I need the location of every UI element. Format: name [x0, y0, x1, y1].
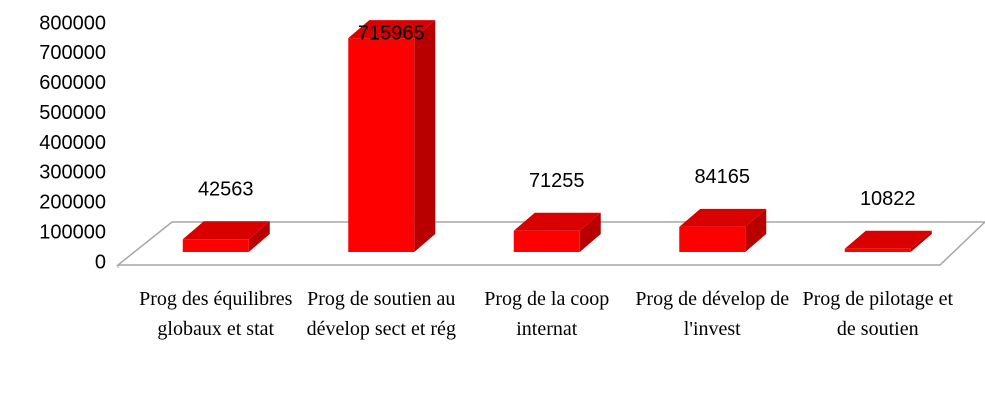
bar-front: [348, 38, 415, 253]
bar-top: [182, 221, 270, 240]
bar-front: [844, 248, 911, 252]
y-tick-label: 500000: [39, 102, 106, 124]
y-tick-label: 0: [95, 251, 106, 273]
bar-front: [679, 226, 746, 252]
value-label: 715965: [358, 22, 425, 44]
bar-side: [745, 208, 767, 252]
y-tick-label: 400000: [39, 132, 106, 154]
bar: [182, 221, 270, 252]
value-label: 84165: [694, 166, 750, 188]
x-tick-label: Prog de soutien au dévelop sect et rég: [306, 288, 456, 340]
x-tick-label: Prog de la coop internat: [484, 288, 610, 340]
y-tick-label: 800000: [39, 12, 106, 34]
bar: [844, 230, 932, 252]
y-tick-label: 200000: [39, 192, 106, 214]
x-tick-label: Prog de pilotage et de soutien: [802, 288, 954, 340]
bar-side: [248, 221, 270, 252]
bar-side: [414, 20, 436, 253]
y-tick-label: 700000: [39, 42, 106, 64]
y-tick-label: 100000: [39, 221, 106, 243]
bar-front: [513, 230, 580, 252]
value-label: 71255: [529, 170, 585, 192]
x-tick-label: Prog des équilibres globaux et stat: [139, 288, 293, 340]
floor: [115, 221, 985, 266]
bar: [679, 208, 767, 252]
y-tick-label: 300000: [39, 162, 106, 184]
x-tick-label: Prog de dévelop de l'invest: [635, 288, 790, 340]
bar: [348, 20, 436, 253]
bar-front: [182, 239, 249, 252]
bar-top: [348, 20, 436, 39]
value-label: 42563: [198, 179, 254, 201]
value-label: 10822: [860, 188, 916, 210]
bar-top: [513, 212, 601, 231]
bar-top: [844, 230, 932, 249]
bar-side: [579, 212, 601, 252]
bar-top: [679, 208, 767, 227]
bar-side: [910, 230, 932, 252]
bar: [513, 212, 601, 252]
y-tick-label: 600000: [39, 72, 106, 94]
